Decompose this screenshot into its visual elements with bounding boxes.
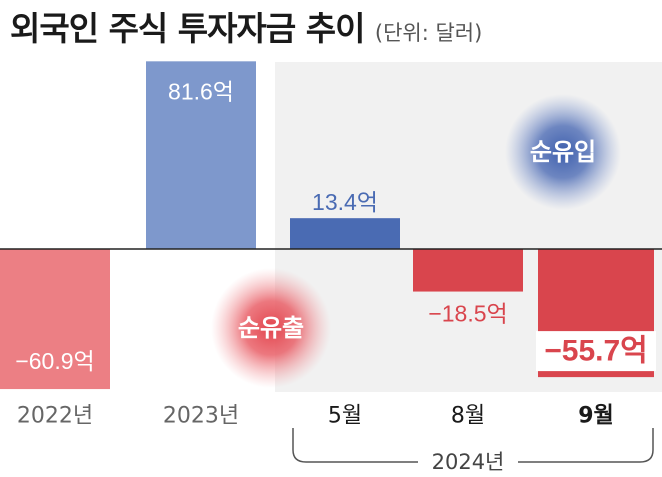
net-inflow-badge: 순유입 [505, 94, 621, 210]
value-label-highlight-box [536, 331, 656, 372]
value-label-2024-aug: −18.5억 [428, 301, 507, 327]
x-tick-2024-may: 5월 [328, 404, 362, 429]
value-label-2024-may: 13.4억 [312, 189, 378, 215]
bar-2024-may [290, 218, 400, 249]
value-label-2023: 81.6억 [168, 78, 234, 104]
bar-2023 [146, 61, 256, 249]
value-label-2024-sep: −55.7억 [544, 335, 648, 368]
bar-2024-aug [413, 249, 523, 292]
annotation-net-outflow: 순유출 [238, 314, 304, 342]
x-axis-tick-labels: 2022년 2023년 5월 8월 9월 [17, 404, 614, 429]
bar-2022 [0, 249, 110, 390]
net-outflow-badge: 순유출 [211, 268, 331, 388]
value-labels: −60.9억 81.6억 13.4억 −18.5억 −55.7억 [15, 78, 656, 374]
x-tick-2022: 2022년 [17, 404, 93, 429]
chart-title: 외국인 주식 투자자금 추이 [10, 9, 365, 48]
group-label-background [418, 448, 518, 476]
x-tick-2023: 2023년 [163, 404, 239, 429]
x-tick-2024-sep: 9월 [578, 404, 614, 429]
unit-label: (단위: 달러) [374, 21, 483, 45]
value-label-2022: −60.9억 [15, 348, 94, 374]
x-tick-2024-aug: 8월 [451, 404, 485, 429]
title-row: 외국인 주식 투자자금 추이 (단위: 달러) [10, 2, 482, 50]
bars [0, 61, 654, 390]
group-label-2024: 2024년 [432, 450, 505, 474]
annotation-net-inflow: 순유입 [530, 138, 596, 166]
